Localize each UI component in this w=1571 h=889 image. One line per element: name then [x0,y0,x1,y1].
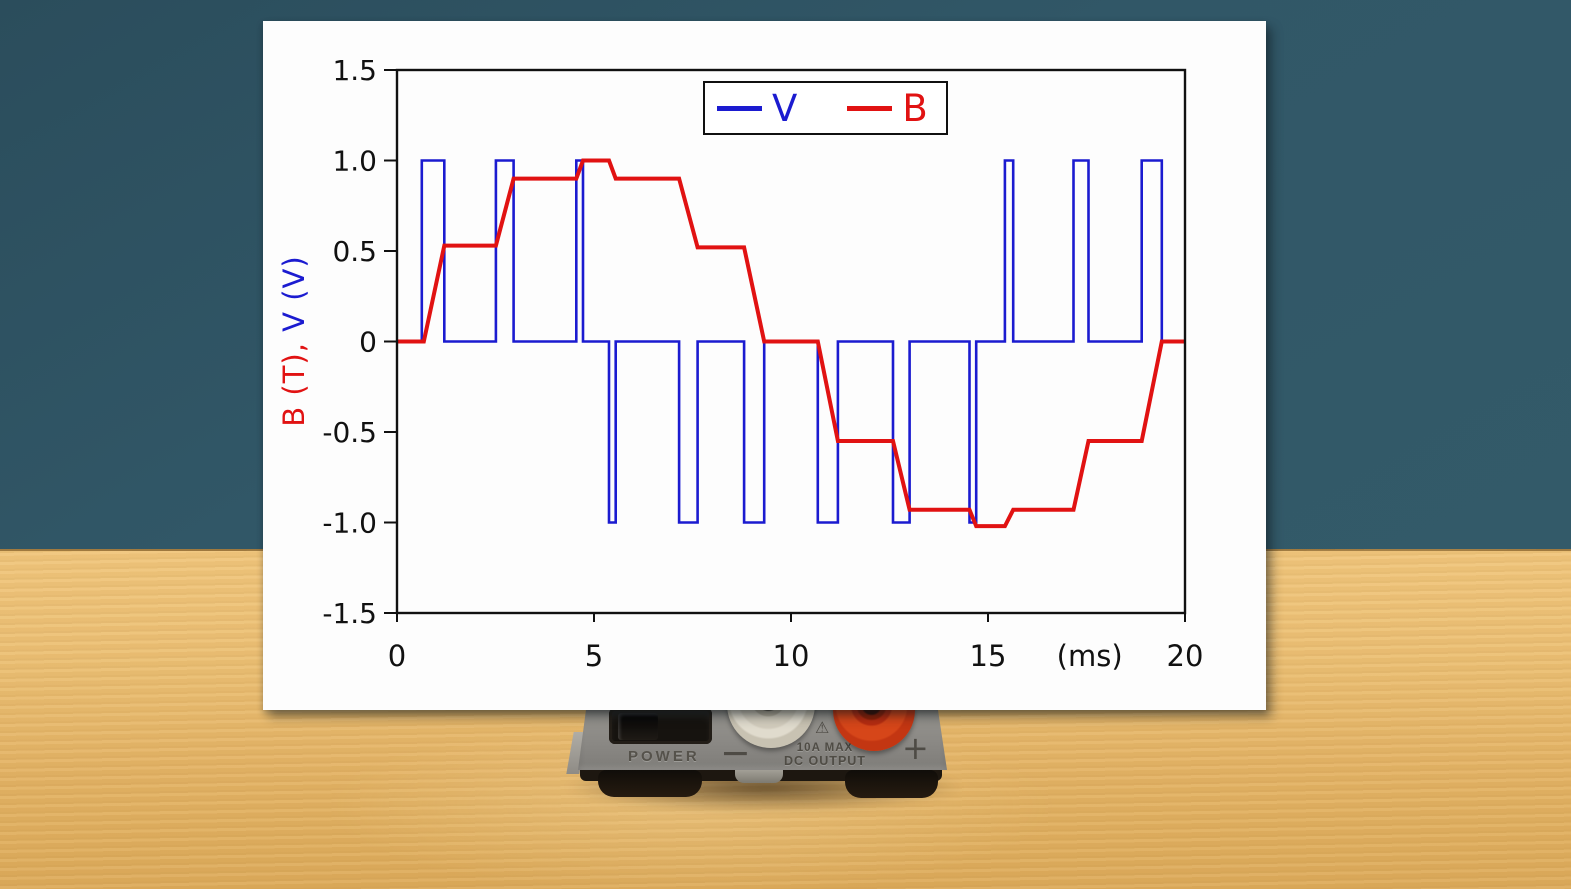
warning-icon: ⚠ [815,718,830,737]
output-rating-text: 10A MAX DC OUTPUT [780,742,870,768]
svg-text:(ms): (ms) [1057,639,1123,673]
y-axis-label: B (T), V (V) [277,255,311,426]
power-switch [609,708,712,744]
device-front-panel: POWER − ⚠ 10A MAX DC OUTPUT + [578,706,947,770]
svg-text:0: 0 [388,639,406,673]
svg-text:-1.5: -1.5 [322,597,377,630]
svg-text:0: 0 [359,326,377,359]
chart-panel: 1.5 1.0 0.5 0 -0.5 -1.0 -1.5 0 5 10 15 20 (ms) B (T)… [263,21,1266,710]
svg-text:-1.0: -1.0 [322,507,377,540]
legend-line-b [847,105,893,111]
minus-terminal-label: − [720,738,751,769]
legend-label-v: V [772,86,798,130]
svg-text:0.5: 0.5 [332,235,377,268]
legend-item-b: B [847,86,928,130]
rating-line-1: 10A MAX [796,742,854,754]
y-axis-label-v: V (V) [277,255,311,343]
chart-legend: V B [703,81,948,135]
device-foot-left [598,770,702,797]
svg-text:5: 5 [585,639,603,673]
legend-line-v [717,105,762,111]
plus-terminal-label: + [902,729,929,767]
svg-text:-0.5: -0.5 [322,416,377,449]
rating-line-2: DC OUTPUT [784,754,866,768]
power-switch-rocker [618,713,658,740]
svg-text:20: 20 [1167,639,1204,673]
legend-label-b: B [902,86,928,130]
y-axis-label-b: B (T), [277,342,311,427]
svg-text:10: 10 [773,639,810,673]
power-label: POWER [628,748,700,765]
line-chart: 1.5 1.0 0.5 0 -0.5 -1.0 -1.5 0 5 10 15 20 (ms) [322,54,1204,673]
svg-text:1.0: 1.0 [332,145,377,178]
legend-item-v: V [717,90,797,127]
power-supply-device: POWER − ⚠ 10A MAX DC OUTPUT + [566,700,966,840]
svg-text:1.5: 1.5 [332,54,377,87]
device-bottom-tab [735,769,783,783]
svg-text:15: 15 [970,639,1007,673]
device-foot-right [845,770,938,798]
